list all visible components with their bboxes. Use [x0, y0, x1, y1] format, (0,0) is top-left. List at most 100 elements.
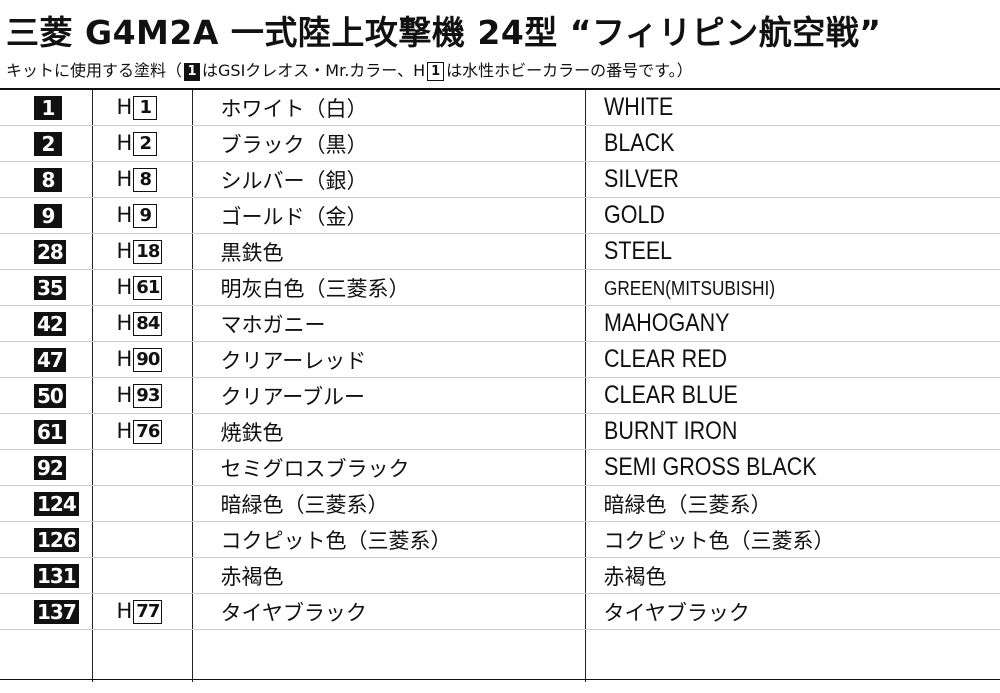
- color-name-en-cell: BURNT IRON: [584, 413, 1000, 450]
- mr-color-cell: 47: [0, 341, 92, 378]
- mr-color-number: 42: [34, 311, 66, 336]
- mr-color-cell: 92: [0, 449, 92, 486]
- hobby-color-number: 9: [133, 204, 158, 228]
- hobby-color-number: 76: [133, 420, 163, 444]
- hobby-color-cell: H 90: [91, 341, 192, 378]
- empty-row: [0, 629, 1000, 682]
- color-name-en: BLACK: [603, 129, 675, 157]
- mr-color-number: 35: [34, 275, 66, 300]
- color-name-en-cell: MAHOGANY: [584, 305, 1000, 342]
- empty-cell: [584, 629, 1000, 682]
- color-name-en-cell: WHITE: [584, 90, 1000, 126]
- color-name-jp: 黒鉄色: [191, 233, 585, 270]
- color-name-en: タイヤブラック: [603, 600, 750, 625]
- color-name-en: コクピット色（三菱系）: [603, 528, 835, 553]
- color-name-en-cell: CLEAR BLUE: [584, 377, 1000, 414]
- empty-cell: [91, 629, 192, 682]
- color-name-en-cell: GREEN(MITSUBISHI): [584, 269, 1000, 306]
- paint-row: 2 H 2 ブラック（黒） BLACK: [0, 125, 1000, 162]
- color-name-jp: コクピット色（三菱系）: [191, 521, 585, 558]
- hobby-prefix: H: [116, 275, 133, 299]
- color-name-jp: クリアーレッド: [191, 341, 585, 378]
- color-name-en-cell: SILVER: [584, 161, 1000, 198]
- paint-row: 35 H 61 明灰白色（三菱系） GREEN(MITSUBISHI): [0, 269, 1000, 306]
- hobby-color-cell: H 77: [91, 593, 192, 630]
- hobby-color-cell: H 18: [91, 233, 192, 270]
- paint-row: 42 H 84 マホガニー MAHOGANY: [0, 305, 1000, 342]
- hobby-prefix: H: [116, 347, 133, 371]
- color-name-en: MAHOGANY: [603, 309, 729, 337]
- page-title: 三菱 G4M2A 一式陸上攻撃機 24型 “フィリピン航空戦”: [6, 13, 882, 52]
- hobby-color-swatch: 1: [427, 62, 445, 81]
- color-name-en: WHITE: [603, 93, 673, 121]
- mr-color-cell: 42: [0, 305, 92, 342]
- paint-table-body: 1 H 1 ホワイト（白） WHITE 2 H 2 ブラック（黒） BLACK 8 H 8 シルバー（銀）…: [0, 90, 1000, 682]
- mr-color-cell: 1: [0, 90, 92, 126]
- color-name-en-cell: CLEAR RED: [584, 341, 1000, 378]
- legend-mid: はGSIクレオス・Mr.カラー、H: [202, 61, 426, 80]
- hobby-color-number: 93: [133, 384, 163, 408]
- empty-cell: [191, 629, 585, 682]
- color-name-en: GREEN(MITSUBISHI): [603, 278, 775, 300]
- legend-prefix: キットに使用する塗料（: [6, 61, 183, 80]
- paint-row: 92 セミグロスブラック SEMI GROSS BLACK: [0, 449, 1000, 486]
- paint-row: 124 暗緑色（三菱系） 暗緑色（三菱系）: [0, 485, 1000, 522]
- color-name-jp: 暗緑色（三菱系）: [191, 485, 585, 522]
- hobby-color-cell: [91, 521, 192, 558]
- legend-suffix: は水性ホビーカラーの番号です。）: [446, 61, 693, 80]
- paint-row: 126 コクピット色（三菱系） コクピット色（三菱系）: [0, 521, 1000, 558]
- mr-color-number: 1: [34, 95, 62, 120]
- mr-color-number: 126: [34, 527, 79, 552]
- hobby-prefix: H: [116, 419, 133, 443]
- color-name-jp: マホガニー: [191, 305, 585, 342]
- hobby-prefix: H: [116, 95, 133, 119]
- hobby-color-number: 8: [133, 168, 158, 192]
- hobby-color-number: 77: [133, 600, 163, 624]
- mr-color-swatch: 1: [184, 63, 201, 81]
- hobby-color-number: 84: [133, 312, 163, 336]
- color-name-jp: 赤褐色: [191, 557, 585, 594]
- hobby-prefix: H: [116, 239, 133, 263]
- color-name-en: STEEL: [603, 237, 672, 265]
- mr-color-cell: 35: [0, 269, 92, 306]
- hobby-color-number: 2: [133, 132, 158, 156]
- table-top-rule: [0, 88, 1000, 90]
- color-name-en: 暗緑色（三菱系）: [603, 492, 772, 517]
- hobby-color-cell: [91, 485, 192, 522]
- paint-row: 131 赤褐色 赤褐色: [0, 557, 1000, 594]
- hobby-color-cell: H 61: [91, 269, 192, 306]
- paint-row: 28 H 18 黒鉄色 STEEL: [0, 233, 1000, 270]
- hobby-prefix: H: [116, 203, 133, 227]
- color-name-en-cell: GOLD: [584, 197, 1000, 234]
- mr-color-cell: 8: [0, 161, 92, 198]
- mr-color-number: 50: [34, 383, 66, 408]
- paint-row: 9 H 9 ゴールド（金） GOLD: [0, 197, 1000, 234]
- color-name-en: BURNT IRON: [603, 417, 737, 445]
- color-name-jp: タイヤブラック: [191, 593, 585, 630]
- mr-color-number: 61: [34, 419, 66, 444]
- color-name-en: 赤褐色: [603, 564, 667, 589]
- paint-row: 8 H 8 シルバー（銀） SILVER: [0, 161, 1000, 198]
- hobby-color-number: 18: [133, 240, 163, 264]
- color-name-jp: シルバー（銀）: [191, 161, 585, 198]
- color-name-en-cell: コクピット色（三菱系）: [584, 521, 1000, 558]
- hobby-prefix: H: [116, 383, 133, 407]
- mr-color-number: 124: [34, 491, 79, 516]
- color-name-jp: 明灰白色（三菱系）: [191, 269, 585, 306]
- color-name-jp: クリアーブルー: [191, 377, 585, 414]
- color-name-jp: ブラック（黒）: [191, 125, 585, 162]
- paint-row: 50 H 93 クリアーブルー CLEAR BLUE: [0, 377, 1000, 414]
- mr-color-cell: 124: [0, 485, 92, 522]
- hobby-prefix: H: [116, 167, 133, 191]
- mr-color-number: 28: [34, 239, 66, 264]
- color-name-jp: ホワイト（白）: [191, 90, 585, 126]
- hobby-color-number: 90: [133, 348, 163, 372]
- mr-color-number: 47: [34, 347, 66, 372]
- mr-color-cell: 131: [0, 557, 92, 594]
- color-name-en: CLEAR RED: [603, 345, 727, 373]
- hobby-color-cell: [91, 557, 192, 594]
- paint-table: 1 H 1 ホワイト（白） WHITE 2 H 2 ブラック（黒） BLACK 8 H 8 シルバー（銀）…: [0, 90, 1000, 682]
